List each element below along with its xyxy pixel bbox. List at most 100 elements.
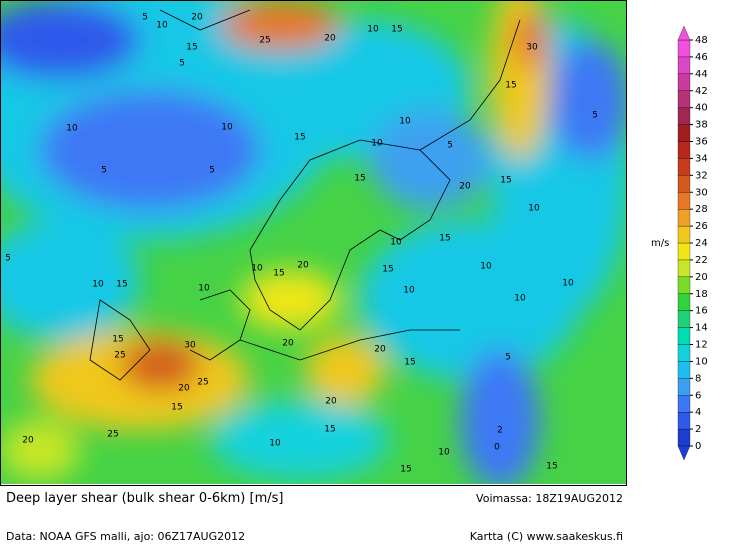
shear-field — [1, 1, 626, 484]
contour-label: 20 — [297, 261, 309, 271]
contour-label: 20 — [459, 182, 471, 192]
colorbar-bin — [677, 378, 691, 396]
colorbar-bin — [677, 428, 691, 447]
contour-label: 5 — [5, 254, 11, 264]
contour-label: 25 — [114, 351, 125, 361]
colorbar-max-arrow — [677, 25, 691, 41]
colorbar-bin — [677, 209, 691, 227]
contour-label: 0 — [494, 443, 500, 453]
colorbar-tick-label: 26 — [695, 221, 708, 232]
colorbar-tick-label: 46 — [695, 52, 708, 63]
contour-label: 15 — [382, 265, 393, 275]
contour-label: 10 — [221, 123, 233, 133]
colorbar-tick-label: 18 — [695, 289, 708, 300]
contour-label: 20 — [325, 397, 337, 407]
contour-label: 10 — [390, 238, 402, 248]
contour-label: 20 — [374, 345, 386, 355]
contour-label: 5 — [179, 59, 185, 69]
contour-label: 10 — [66, 124, 78, 134]
contour-label: 20 — [324, 34, 336, 44]
contour-label: 10 — [251, 264, 263, 274]
contour-label: 5 — [505, 353, 511, 363]
colorbar-bin — [677, 293, 691, 311]
colorbar-tick-label: 34 — [695, 153, 708, 164]
colorbar-min-arrow — [677, 445, 691, 461]
contour-label: 5 — [101, 166, 107, 176]
colorbar-tick-label: 16 — [695, 306, 708, 317]
colorbar-bin — [677, 56, 691, 74]
valid-time: Voimassa: 18Z19AUG2012 — [476, 492, 623, 505]
contour-label: 20 — [22, 436, 34, 446]
contour-label: 15 — [546, 462, 557, 472]
contour-label: 10 — [367, 25, 379, 35]
contour-label: 10 — [269, 439, 281, 449]
contour-label: 15 — [112, 335, 123, 345]
contour-label: 5 — [209, 166, 215, 176]
colorbar-bin — [677, 395, 691, 413]
contour-label: 30 — [526, 43, 538, 53]
colorbar-tick-label: 2 — [695, 424, 701, 435]
colorbar-tick-label: 6 — [695, 390, 701, 401]
contour-label: 15 — [294, 133, 305, 143]
colorbar-tick-label: 48 — [695, 35, 708, 46]
contour-label: 15 — [400, 465, 411, 475]
contour-label: 15 — [354, 174, 365, 184]
contour-label: 15 — [116, 280, 127, 290]
contour-label: 15 — [404, 358, 415, 368]
contour-label: 5 — [142, 13, 148, 23]
contour-label: 30 — [184, 341, 196, 351]
contour-label: 20 — [191, 13, 203, 23]
colorbar-unit: m/s — [651, 238, 669, 249]
colorbar-bin — [677, 276, 691, 294]
colorbar-bin — [677, 124, 691, 142]
colorbar-bin — [677, 107, 691, 125]
contour-label: 10 — [562, 279, 574, 289]
map — [1, 1, 626, 484]
colorbar-bin — [677, 225, 691, 244]
colorbar-bin — [677, 192, 691, 210]
colorbar-tick-label: 36 — [695, 137, 708, 148]
colorbar-tick-label: 4 — [695, 407, 701, 418]
contour-label: 15 — [186, 43, 197, 53]
colorbar-tick-label: 32 — [695, 170, 708, 181]
contour-label: 15 — [324, 425, 335, 435]
contour-label: 10 — [399, 117, 411, 127]
colorbar-bin — [677, 310, 691, 328]
colorbar-bin — [677, 158, 691, 176]
contour-label: 15 — [505, 81, 516, 91]
contour-label: 5 — [592, 111, 598, 121]
colorbar-tick-label: 28 — [695, 204, 708, 215]
colorbar-bin — [677, 73, 691, 91]
contour-label: 25 — [197, 378, 208, 388]
contour-label: 25 — [259, 36, 270, 46]
colorbar-tick-label: 22 — [695, 255, 708, 266]
colorbar-bin — [677, 141, 691, 159]
colorbar-bin — [677, 259, 691, 277]
colorbar-tick-label: 12 — [695, 340, 708, 351]
colorbar-bin — [677, 344, 691, 362]
colorbar-tick-label: 8 — [695, 373, 701, 384]
contour-label: 20 — [178, 384, 190, 394]
coastlines — [89, 9, 521, 381]
source: Data: NOAA GFS malli, ajo: 06Z17AUG2012 — [6, 530, 245, 543]
contour-label: 15 — [439, 234, 450, 244]
colorbar-tick-label: 0 — [695, 441, 701, 452]
colorbar-bin — [677, 90, 691, 108]
contour-label: 15 — [273, 269, 284, 279]
colorbar-bin — [677, 39, 691, 58]
contour-label: 10 — [438, 448, 450, 458]
contour-label: 10 — [480, 262, 492, 272]
colorbar-tick-label: 42 — [695, 86, 708, 97]
contour-label: 25 — [107, 430, 118, 440]
colorbar-tick-label: 10 — [695, 356, 708, 367]
colorbar-bin — [677, 412, 691, 430]
colorbar-bin — [677, 175, 691, 193]
contour-label: 10 — [371, 139, 383, 149]
contour-label: 10 — [198, 284, 210, 294]
contour-label: 2 — [497, 426, 503, 436]
colorbar-tick-label: 30 — [695, 187, 708, 198]
colorbar-tick-label: 38 — [695, 120, 708, 131]
colorbar-tick-label: 44 — [695, 69, 708, 80]
